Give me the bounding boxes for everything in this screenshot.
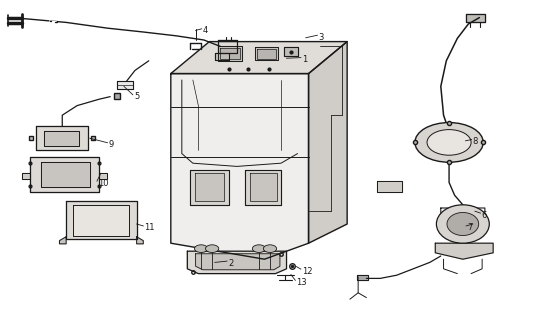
Polygon shape xyxy=(171,42,347,74)
Polygon shape xyxy=(171,74,309,259)
Ellipse shape xyxy=(436,205,489,243)
Circle shape xyxy=(206,245,219,252)
Polygon shape xyxy=(195,173,224,201)
Polygon shape xyxy=(218,46,242,61)
Polygon shape xyxy=(377,181,402,192)
Ellipse shape xyxy=(447,212,479,236)
Text: 6: 6 xyxy=(482,211,487,220)
Text: 7: 7 xyxy=(467,223,473,232)
Polygon shape xyxy=(245,170,281,205)
Text: 1: 1 xyxy=(302,55,307,64)
Polygon shape xyxy=(60,237,66,244)
Circle shape xyxy=(195,245,208,252)
Text: 10: 10 xyxy=(98,179,109,188)
Text: 4: 4 xyxy=(203,26,208,35)
Polygon shape xyxy=(66,201,137,239)
Polygon shape xyxy=(30,157,99,192)
Text: 9: 9 xyxy=(109,140,114,149)
Circle shape xyxy=(252,245,266,252)
Text: 12: 12 xyxy=(302,267,312,276)
Polygon shape xyxy=(22,173,30,179)
Text: 5: 5 xyxy=(134,92,139,101)
Polygon shape xyxy=(196,254,280,270)
Text: 11: 11 xyxy=(144,223,155,232)
Polygon shape xyxy=(284,47,298,56)
Polygon shape xyxy=(435,243,493,259)
Polygon shape xyxy=(255,47,278,60)
Polygon shape xyxy=(73,205,129,236)
Polygon shape xyxy=(117,81,133,89)
Polygon shape xyxy=(309,42,347,243)
Polygon shape xyxy=(218,40,237,53)
Polygon shape xyxy=(250,173,277,201)
Polygon shape xyxy=(44,131,79,146)
Polygon shape xyxy=(187,251,287,274)
Circle shape xyxy=(263,245,277,252)
Circle shape xyxy=(415,123,483,162)
Polygon shape xyxy=(257,49,276,59)
Polygon shape xyxy=(190,170,229,205)
Text: 2: 2 xyxy=(228,259,234,268)
Polygon shape xyxy=(220,48,240,59)
Text: 8: 8 xyxy=(473,137,478,146)
Text: 13: 13 xyxy=(296,278,307,287)
Text: 3: 3 xyxy=(318,33,324,42)
Polygon shape xyxy=(41,162,90,187)
Polygon shape xyxy=(357,275,368,280)
Polygon shape xyxy=(99,173,107,179)
Circle shape xyxy=(427,130,471,155)
Polygon shape xyxy=(137,237,143,244)
Polygon shape xyxy=(36,126,88,150)
Polygon shape xyxy=(466,14,485,22)
Polygon shape xyxy=(215,53,229,60)
